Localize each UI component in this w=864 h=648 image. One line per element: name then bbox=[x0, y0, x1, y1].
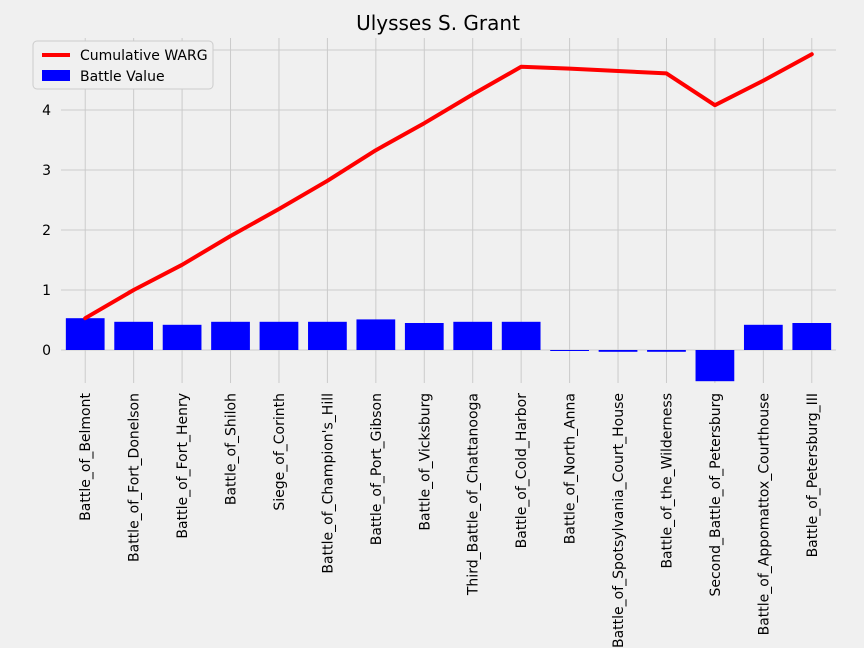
bar bbox=[65, 318, 105, 350]
x-tick-label: Battle_of_Fort_Henry bbox=[175, 393, 191, 539]
bars-layer bbox=[65, 318, 832, 382]
y-tick-label: 3 bbox=[42, 163, 51, 179]
legend-label-line: Cumulative WARG bbox=[80, 48, 208, 64]
x-tick-label: Battle_of_Belmont bbox=[78, 393, 94, 521]
x-tick-label: Second_Battle_of_Petersburg bbox=[708, 393, 724, 597]
bar bbox=[308, 321, 347, 350]
bar bbox=[550, 350, 589, 351]
x-tick-label: Battle_of_Shiloh bbox=[224, 393, 240, 505]
legend-bar-swatch bbox=[42, 70, 70, 81]
x-tick-label: Battle_of_the_Wilderness bbox=[659, 393, 675, 569]
bar bbox=[501, 321, 541, 350]
bar bbox=[162, 324, 202, 350]
legend: Cumulative WARG Battle Value bbox=[32, 40, 214, 90]
bar bbox=[743, 324, 783, 350]
x-tick-label: Battle_of_Petersburg_III bbox=[805, 393, 821, 557]
legend-label-bar: Battle Value bbox=[80, 69, 165, 85]
line-layer bbox=[83, 52, 814, 321]
legend-frame bbox=[32, 40, 214, 90]
x-tick-label: Battle_of_Port_Gibson bbox=[369, 393, 385, 545]
bar bbox=[114, 321, 154, 350]
y-tick-label: 2 bbox=[42, 223, 51, 239]
x-tick-label: Battle_of_Spotsylvania_Court_House bbox=[611, 393, 627, 648]
x-tick-label: Third_Battle_of_Chattanooga bbox=[466, 393, 482, 596]
bar bbox=[211, 321, 250, 350]
x-tick-label: Battle_of_Cold_Harbor bbox=[514, 393, 530, 549]
series-line-cumulative-warg bbox=[83, 52, 814, 321]
x-tick-label: Battle_of_Vicksburg bbox=[417, 393, 433, 531]
bar bbox=[259, 321, 299, 350]
y-tick-label: 1 bbox=[42, 283, 51, 299]
x-axis-ticks: Battle_of_Belmont Battle_of_Fort_Donelson… bbox=[78, 393, 821, 648]
bar bbox=[404, 323, 444, 350]
bar bbox=[356, 319, 396, 350]
x-tick-label: Battle_of_Fort_Donelson bbox=[127, 393, 143, 562]
bar bbox=[647, 350, 686, 352]
bar bbox=[598, 350, 638, 352]
bar bbox=[792, 323, 832, 350]
x-tick-label: Battle_of_Champion's_Hill bbox=[320, 393, 336, 574]
y-tick-label: 0 bbox=[42, 343, 51, 359]
x-tick-label: Battle_of_North_Anna bbox=[563, 393, 579, 544]
bar bbox=[695, 350, 735, 382]
x-tick-label: Siege_of_Corinth bbox=[272, 393, 288, 511]
y-tick-label: 4 bbox=[42, 103, 51, 119]
bar bbox=[453, 321, 493, 350]
x-tick-label: Battle_of_Appomattox_Courthouse bbox=[756, 393, 772, 635]
chart-title: Ulysses S. Grant bbox=[356, 11, 520, 35]
